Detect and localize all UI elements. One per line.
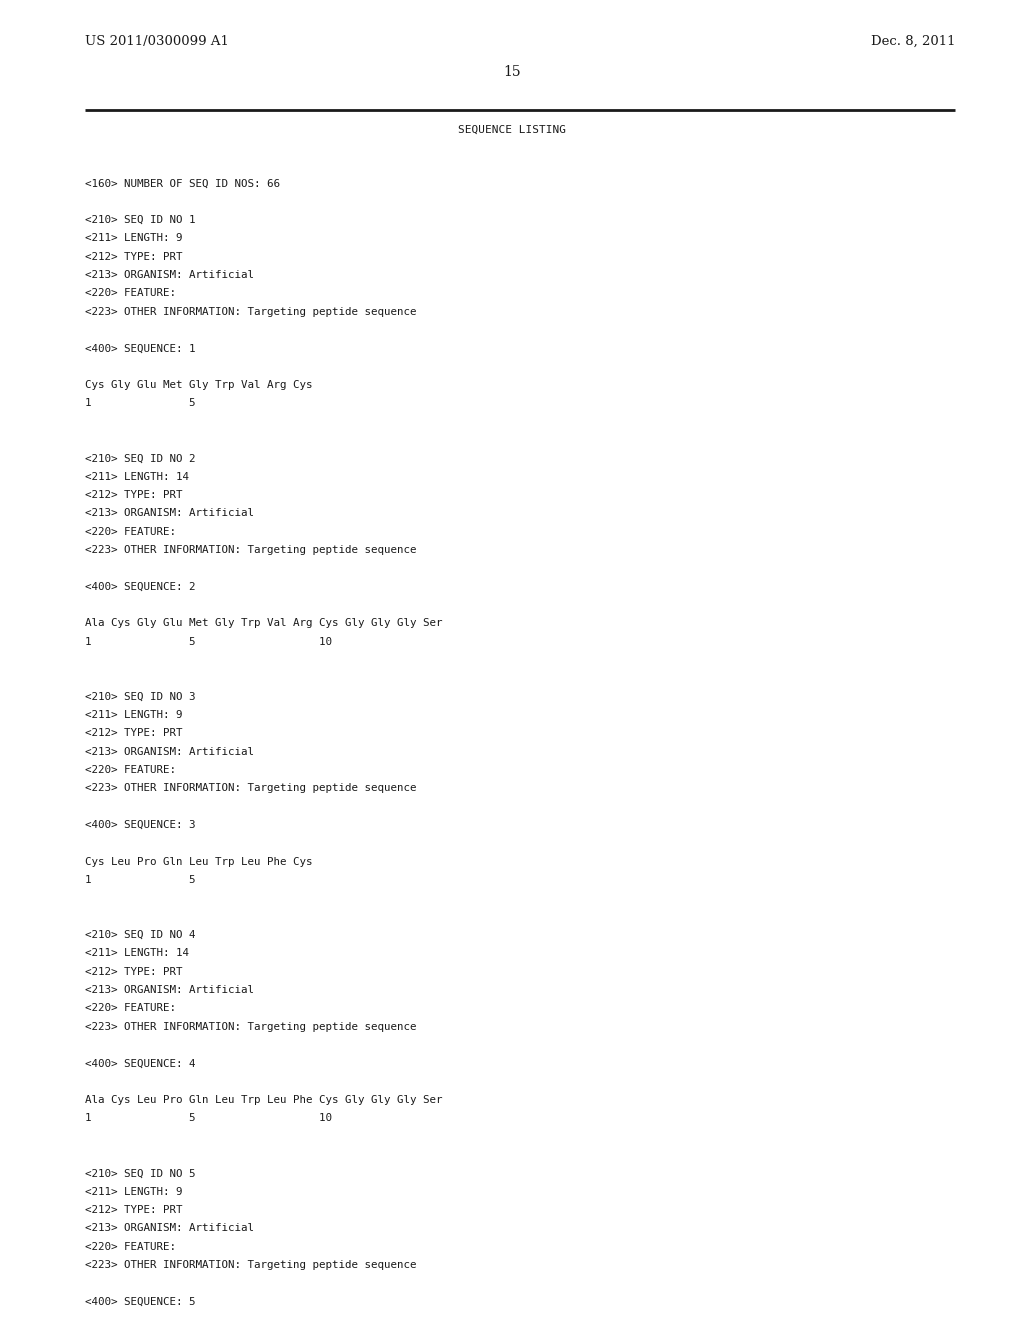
Text: 1               5                   10: 1 5 10 <box>85 1113 332 1123</box>
Text: <210> SEQ ID NO 5: <210> SEQ ID NO 5 <box>85 1168 196 1179</box>
Text: <213> ORGANISM: Artificial: <213> ORGANISM: Artificial <box>85 271 254 280</box>
Text: <211> LENGTH: 9: <211> LENGTH: 9 <box>85 1187 182 1197</box>
Text: <223> OTHER INFORMATION: Targeting peptide sequence: <223> OTHER INFORMATION: Targeting pepti… <box>85 1022 417 1032</box>
Text: 1               5: 1 5 <box>85 399 196 408</box>
Text: <213> ORGANISM: Artificial: <213> ORGANISM: Artificial <box>85 985 254 995</box>
Text: Ala Cys Gly Glu Met Gly Trp Val Arg Cys Gly Gly Gly Ser: Ala Cys Gly Glu Met Gly Trp Val Arg Cys … <box>85 618 442 628</box>
Text: Dec. 8, 2011: Dec. 8, 2011 <box>870 36 955 48</box>
Text: Ala Cys Leu Pro Gln Leu Trp Leu Phe Cys Gly Gly Gly Ser: Ala Cys Leu Pro Gln Leu Trp Leu Phe Cys … <box>85 1096 442 1105</box>
Text: <400> SEQUENCE: 4: <400> SEQUENCE: 4 <box>85 1059 196 1068</box>
Text: <210> SEQ ID NO 4: <210> SEQ ID NO 4 <box>85 931 196 940</box>
Text: <400> SEQUENCE: 2: <400> SEQUENCE: 2 <box>85 582 196 591</box>
Text: <223> OTHER INFORMATION: Targeting peptide sequence: <223> OTHER INFORMATION: Targeting pepti… <box>85 306 417 317</box>
Text: <400> SEQUENCE: 5: <400> SEQUENCE: 5 <box>85 1296 196 1307</box>
Text: <223> OTHER INFORMATION: Targeting peptide sequence: <223> OTHER INFORMATION: Targeting pepti… <box>85 783 417 793</box>
Text: <212> TYPE: PRT: <212> TYPE: PRT <box>85 252 182 261</box>
Text: <211> LENGTH: 9: <211> LENGTH: 9 <box>85 710 182 719</box>
Text: <220> FEATURE:: <220> FEATURE: <box>85 766 176 775</box>
Text: 15: 15 <box>503 65 521 79</box>
Text: <400> SEQUENCE: 1: <400> SEQUENCE: 1 <box>85 343 196 354</box>
Text: <400> SEQUENCE: 3: <400> SEQUENCE: 3 <box>85 820 196 830</box>
Text: 1               5: 1 5 <box>85 875 196 884</box>
Text: 1               5                   10: 1 5 10 <box>85 636 332 647</box>
Text: US 2011/0300099 A1: US 2011/0300099 A1 <box>85 36 229 48</box>
Text: <223> OTHER INFORMATION: Targeting peptide sequence: <223> OTHER INFORMATION: Targeting pepti… <box>85 1261 417 1270</box>
Text: SEQUENCE LISTING: SEQUENCE LISTING <box>458 125 566 135</box>
Text: <223> OTHER INFORMATION: Targeting peptide sequence: <223> OTHER INFORMATION: Targeting pepti… <box>85 545 417 554</box>
Text: <212> TYPE: PRT: <212> TYPE: PRT <box>85 490 182 500</box>
Text: <220> FEATURE:: <220> FEATURE: <box>85 1242 176 1251</box>
Text: <213> ORGANISM: Artificial: <213> ORGANISM: Artificial <box>85 508 254 519</box>
Text: Cys Gly Glu Met Gly Trp Val Arg Cys: Cys Gly Glu Met Gly Trp Val Arg Cys <box>85 380 312 389</box>
Text: <220> FEATURE:: <220> FEATURE: <box>85 288 176 298</box>
Text: <210> SEQ ID NO 1: <210> SEQ ID NO 1 <box>85 215 196 224</box>
Text: <220> FEATURE:: <220> FEATURE: <box>85 1003 176 1014</box>
Text: <211> LENGTH: 14: <211> LENGTH: 14 <box>85 948 189 958</box>
Text: <220> FEATURE:: <220> FEATURE: <box>85 527 176 537</box>
Text: <160> NUMBER OF SEQ ID NOS: 66: <160> NUMBER OF SEQ ID NOS: 66 <box>85 178 280 189</box>
Text: <210> SEQ ID NO 2: <210> SEQ ID NO 2 <box>85 453 196 463</box>
Text: <212> TYPE: PRT: <212> TYPE: PRT <box>85 1205 182 1214</box>
Text: <212> TYPE: PRT: <212> TYPE: PRT <box>85 729 182 738</box>
Text: <210> SEQ ID NO 3: <210> SEQ ID NO 3 <box>85 692 196 702</box>
Text: Cys Leu Pro Gln Leu Trp Leu Phe Cys: Cys Leu Pro Gln Leu Trp Leu Phe Cys <box>85 857 312 867</box>
Text: <213> ORGANISM: Artificial: <213> ORGANISM: Artificial <box>85 747 254 756</box>
Text: <213> ORGANISM: Artificial: <213> ORGANISM: Artificial <box>85 1224 254 1233</box>
Text: <212> TYPE: PRT: <212> TYPE: PRT <box>85 966 182 977</box>
Text: <211> LENGTH: 14: <211> LENGTH: 14 <box>85 471 189 482</box>
Text: <211> LENGTH: 9: <211> LENGTH: 9 <box>85 234 182 243</box>
